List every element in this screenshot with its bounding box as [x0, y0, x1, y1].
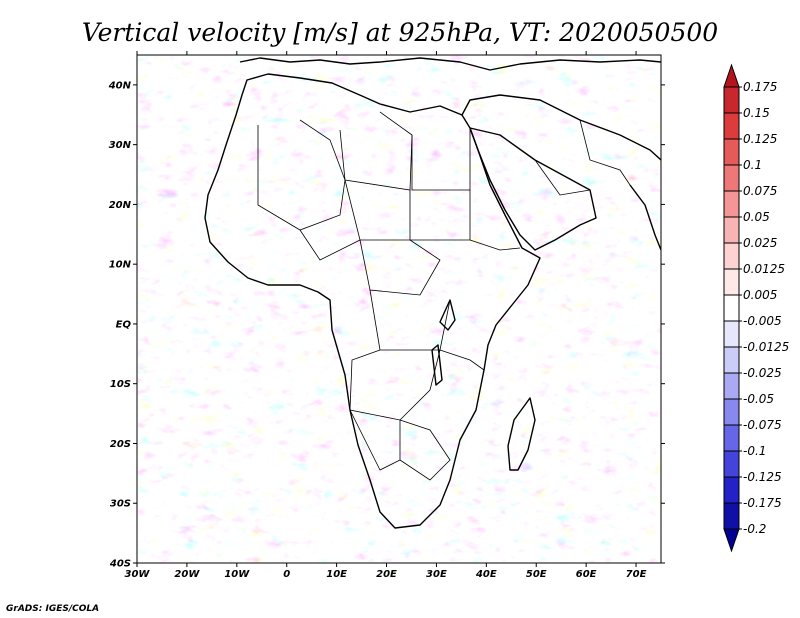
- chart-title: Vertical velocity [m/s] at 925hPa, VT: 2…: [82, 18, 718, 47]
- colorbar-label: 0.005: [743, 288, 777, 302]
- colorbar-label: 0.075: [743, 184, 777, 198]
- colorbar-swatch: [723, 112, 740, 140]
- colorbar-swatch: [723, 476, 740, 504]
- colorbar-top-triangle: [723, 63, 740, 88]
- lon-tick-label: 30E: [426, 569, 447, 580]
- great-lakes: [431, 299, 456, 386]
- lon-tick-label: 30W: [125, 569, 151, 580]
- india-coast: [629, 184, 661, 251]
- colorbar-label: 0.175: [743, 80, 777, 94]
- colorbar-label: 0.15: [743, 106, 770, 120]
- lon-tick-label: 20E: [376, 569, 397, 580]
- colorbar-label: -0.125: [743, 470, 782, 484]
- africa-coastline: [204, 73, 541, 529]
- map-panel: [136, 54, 662, 564]
- lat-tick-label: 30S: [110, 499, 131, 510]
- colorbar-swatch: [723, 372, 740, 400]
- colorbar-label: 0.05: [743, 210, 770, 224]
- colorbar-label: -0.2: [743, 522, 766, 536]
- lon-tick-label: 70E: [626, 569, 647, 580]
- colorbar-swatch: [723, 86, 740, 114]
- colorbar-label: -0.025: [743, 366, 782, 380]
- colorbar-swatch: [723, 268, 740, 296]
- colorbar-swatch: [723, 398, 740, 426]
- colorbar-label: 0.125: [743, 132, 777, 146]
- iberia-europe: [239, 57, 661, 71]
- lon-axis: 30W 20W 10W 0 10E 20E 30E 40E 50E 60E 70E: [125, 51, 647, 580]
- colorbar-swatch: [723, 502, 740, 530]
- lon-tick-label: 10W: [224, 569, 250, 580]
- lat-tick-label: EQ: [116, 319, 132, 330]
- colorbar-swatch: [723, 138, 740, 166]
- map-frame: [136, 54, 662, 564]
- colorbar-swatch: [723, 190, 740, 218]
- middle-east-coast: [461, 94, 661, 161]
- lat-tick-label: 20S: [110, 439, 131, 450]
- lon-tick-label: 60E: [576, 569, 597, 580]
- colorbar-label: -0.1: [743, 444, 766, 458]
- colorbar-swatch: [723, 164, 740, 192]
- lon-tick-label: 20W: [174, 569, 200, 580]
- velocity-field: [137, 55, 661, 563]
- arabian-peninsula: [469, 127, 597, 251]
- colorbar-label: 0.0125: [743, 262, 785, 276]
- lat-tick-label: 10N: [109, 260, 132, 271]
- colorbar-label: 0.1: [743, 158, 762, 172]
- madagascar: [507, 397, 536, 471]
- colorbar-label: -0.005: [743, 314, 782, 328]
- colorbar-swatch: [723, 242, 740, 270]
- country-borders: [257, 111, 631, 481]
- lat-axis: 40N 30N 20N 10N EQ 10S 20S 30S 40S: [108, 80, 665, 570]
- lat-tick-label: 40N: [108, 80, 132, 91]
- colorbar-swatch: [723, 424, 740, 452]
- lat-tick-label: 40S: [109, 559, 131, 570]
- colorbar-swatch: [723, 294, 740, 322]
- lat-tick-label: 30N: [109, 140, 132, 151]
- lat-tick-label: 20N: [109, 200, 132, 211]
- lon-tick-label: 10E: [326, 569, 347, 580]
- colorbar-label: -0.175: [743, 496, 782, 510]
- colorbar-label: -0.0125: [743, 340, 789, 354]
- colorbar-label: -0.05: [743, 392, 774, 406]
- colorbar-swatch: [723, 216, 740, 244]
- colorbar-swatch: [723, 450, 740, 478]
- lat-tick-label: 10S: [110, 379, 131, 390]
- colorbar-swatch: [723, 346, 740, 374]
- credit-label: GrADS: IGES/COLA: [6, 604, 99, 614]
- colorbar-swatch: [723, 320, 740, 348]
- colorbar-bottom-triangle: [723, 528, 740, 553]
- coastlines: [204, 57, 661, 529]
- lon-tick-label: 50E: [526, 569, 547, 580]
- colorbar-label: -0.075: [743, 418, 782, 432]
- colorbar-label: 0.025: [743, 236, 777, 250]
- lon-tick-label: 40E: [475, 569, 497, 580]
- colorbar: 0.175 0.15 0.125 0.1 0.075 0.05 0.025 0.0125 0.0…: [723, 63, 789, 553]
- lon-tick-label: 0: [283, 569, 290, 580]
